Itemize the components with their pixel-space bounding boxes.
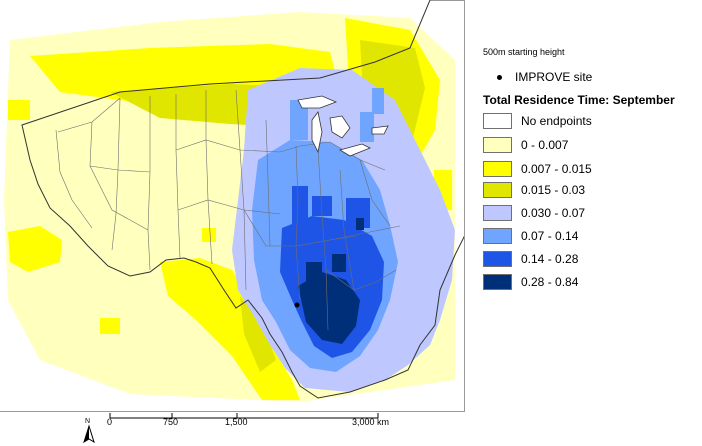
- legend-swatch: [483, 274, 512, 290]
- scale-tick-label: 1,500: [225, 417, 248, 427]
- improve-site-legend: IMPROVE site: [497, 70, 592, 84]
- great-lakes: [297, 95, 389, 157]
- legend-swatch: [483, 182, 512, 198]
- legend-item-label: 0.030 - 0.07: [521, 206, 586, 220]
- legend-item-label: No endpoints: [521, 114, 592, 128]
- improve-site-label: IMPROVE site: [515, 70, 593, 84]
- legend-item-label: 0.07 - 0.14: [521, 229, 579, 243]
- legend-panel: 500m starting height IMPROVE site Total …: [470, 0, 702, 446]
- residence-time-shading: [4, 12, 455, 402]
- residence-time-map: [4, 0, 464, 402]
- improve-site-marker[interactable]: [294, 302, 300, 308]
- scale-bar: [109, 413, 379, 419]
- legend-item-label: 0.28 - 0.84: [521, 275, 579, 289]
- legend-swatch: [483, 205, 512, 221]
- legend-swatch: [483, 113, 512, 129]
- north-label: N: [85, 418, 91, 425]
- state-boundaries: [55, 89, 401, 331]
- legend-subtitle: 500m starting height: [483, 47, 565, 57]
- coastline-outline: [21, 0, 464, 399]
- legend-swatch: [483, 137, 512, 153]
- shade-class-7: [298, 218, 364, 344]
- map-panel[interactable]: [0, 0, 465, 412]
- legend-item-label: 0.14 - 0.28: [521, 252, 579, 266]
- legend-item-label: 0 - 0.007: [521, 138, 569, 152]
- legend-item-label: 0.015 - 0.03: [521, 183, 586, 197]
- legend-item-label: 0.007 - 0.015: [521, 162, 592, 176]
- legend-swatch: [483, 228, 512, 244]
- legend-title: Total Residence Time: September: [483, 93, 675, 107]
- scale-tick-label: 3,000 km: [352, 417, 390, 427]
- site-dot-icon: [497, 75, 502, 81]
- legend-swatch: [483, 251, 512, 267]
- north-arrow-icon: [83, 424, 95, 444]
- scale-tick-label: 750: [163, 417, 179, 427]
- map-footer: N 0 750 1,500 3,000 km: [0, 412, 465, 446]
- legend-swatch: [483, 161, 512, 177]
- scale-tick-label: 0: [107, 417, 113, 427]
